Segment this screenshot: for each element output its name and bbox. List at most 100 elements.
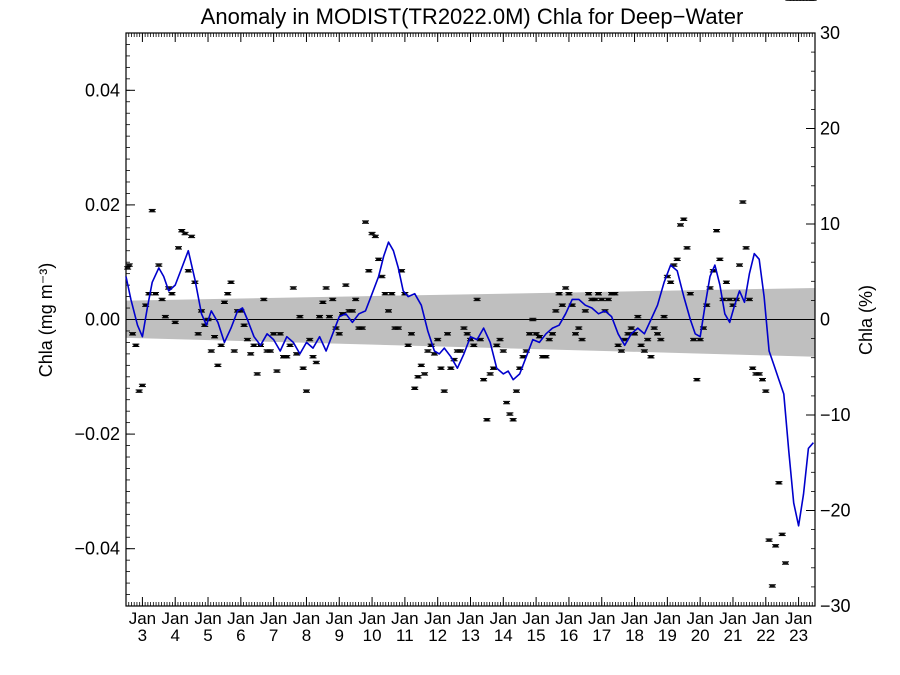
data-point bbox=[247, 352, 255, 356]
data-point bbox=[421, 372, 429, 376]
x-tick-label-year: 21 bbox=[724, 626, 743, 645]
data-point bbox=[778, 532, 786, 537]
trend-band-layer bbox=[126, 287, 815, 357]
x-tick-label-year: 12 bbox=[428, 626, 447, 645]
x-tick-label-month: Jan bbox=[686, 609, 713, 628]
data-point bbox=[627, 326, 635, 330]
x-tick-label-year: 8 bbox=[302, 626, 311, 645]
data-point bbox=[371, 234, 379, 239]
data-point bbox=[411, 386, 419, 390]
data-point bbox=[598, 297, 606, 302]
smooth-line-layer bbox=[125, 241, 815, 527]
y-left-tick-label: 0.02 bbox=[85, 195, 120, 215]
data-point bbox=[722, 280, 730, 284]
data-point bbox=[617, 349, 625, 353]
data-point bbox=[322, 286, 330, 290]
data-point bbox=[158, 297, 166, 302]
y-right-tick-label: −10 bbox=[820, 405, 851, 425]
data-point bbox=[526, 332, 534, 336]
data-point bbox=[289, 286, 297, 290]
data-point bbox=[178, 228, 186, 233]
data-point bbox=[545, 337, 553, 342]
data-point bbox=[690, 337, 698, 342]
data-point bbox=[604, 297, 612, 302]
data-point bbox=[152, 292, 160, 296]
x-tick-label-month: Jan bbox=[654, 609, 681, 628]
data-point bbox=[696, 337, 704, 342]
data-point bbox=[683, 246, 691, 250]
data-point bbox=[512, 389, 520, 393]
data-point bbox=[316, 314, 324, 319]
data-point bbox=[755, 372, 763, 376]
data-point bbox=[171, 320, 179, 325]
data-point bbox=[565, 292, 573, 296]
data-point bbox=[591, 297, 599, 302]
data-point bbox=[444, 332, 452, 336]
data-point bbox=[138, 383, 146, 388]
data-point bbox=[460, 326, 468, 330]
data-point bbox=[125, 263, 133, 267]
x-tick-label-year: 22 bbox=[756, 626, 775, 645]
data-point bbox=[135, 389, 143, 393]
x-tick-label-month: Jan bbox=[424, 609, 451, 628]
data-point bbox=[348, 309, 356, 313]
data-point bbox=[325, 314, 333, 319]
data-point bbox=[129, 332, 137, 336]
x-tick-label-year: 9 bbox=[335, 626, 344, 645]
data-point bbox=[375, 257, 383, 262]
data-point bbox=[227, 280, 235, 284]
data-point bbox=[260, 297, 268, 302]
data-point bbox=[552, 309, 560, 313]
data-point bbox=[283, 355, 291, 359]
data-point bbox=[749, 366, 757, 370]
data-point bbox=[188, 234, 196, 239]
x-tick-label-month: Jan bbox=[326, 609, 353, 628]
y-right-tick-label: 0 bbox=[820, 310, 830, 330]
x-tick-label-month: Jan bbox=[719, 609, 746, 628]
data-point bbox=[611, 292, 619, 296]
x-tick-label-year: 20 bbox=[691, 626, 710, 645]
y-right-tick-label: 30 bbox=[820, 23, 840, 43]
data-point bbox=[493, 343, 501, 347]
x-tick-label-year: 5 bbox=[203, 626, 212, 645]
tick-labels-layer: Jan3Jan4Jan5Jan6Jan7Jan8Jan9Jan10Jan11Ja… bbox=[74, 23, 850, 645]
data-point bbox=[660, 314, 668, 319]
data-point bbox=[667, 280, 675, 284]
y-axis-right-label: Chla (%) bbox=[856, 285, 876, 355]
data-point bbox=[558, 303, 566, 307]
data-point bbox=[686, 292, 694, 296]
data-point bbox=[155, 263, 163, 267]
y-left-tick-label: 0.00 bbox=[85, 310, 120, 330]
data-point bbox=[296, 314, 304, 319]
data-point bbox=[506, 412, 514, 416]
data-point bbox=[742, 246, 750, 250]
data-point bbox=[194, 332, 202, 336]
data-point bbox=[463, 332, 471, 336]
data-point bbox=[365, 269, 373, 273]
data-point bbox=[184, 269, 192, 273]
data-point bbox=[614, 343, 622, 347]
data-point bbox=[174, 246, 182, 250]
x-tick-label-month: Jan bbox=[752, 609, 779, 628]
data-point bbox=[765, 538, 773, 542]
data-point bbox=[309, 355, 317, 359]
data-point bbox=[634, 314, 642, 319]
smooth-series-line bbox=[125, 241, 815, 527]
data-point bbox=[676, 223, 684, 227]
data-point bbox=[447, 366, 455, 370]
y-axis-left-label: Chla (mg m⁻³) bbox=[36, 263, 56, 378]
data-point bbox=[417, 363, 425, 368]
data-point bbox=[585, 292, 593, 296]
data-point bbox=[644, 337, 652, 342]
data-point bbox=[211, 334, 219, 339]
x-tick-label-month: Jan bbox=[227, 609, 254, 628]
data-point bbox=[404, 343, 412, 347]
data-point bbox=[306, 337, 314, 342]
y-right-tick-label: −30 bbox=[820, 596, 851, 616]
x-tick-label-month: Jan bbox=[358, 609, 385, 628]
y-left-tick-label: −0.04 bbox=[74, 539, 120, 559]
data-point bbox=[726, 297, 734, 302]
x-tick-label-month: Jan bbox=[785, 609, 812, 628]
data-point bbox=[434, 337, 442, 342]
data-point bbox=[578, 337, 586, 342]
